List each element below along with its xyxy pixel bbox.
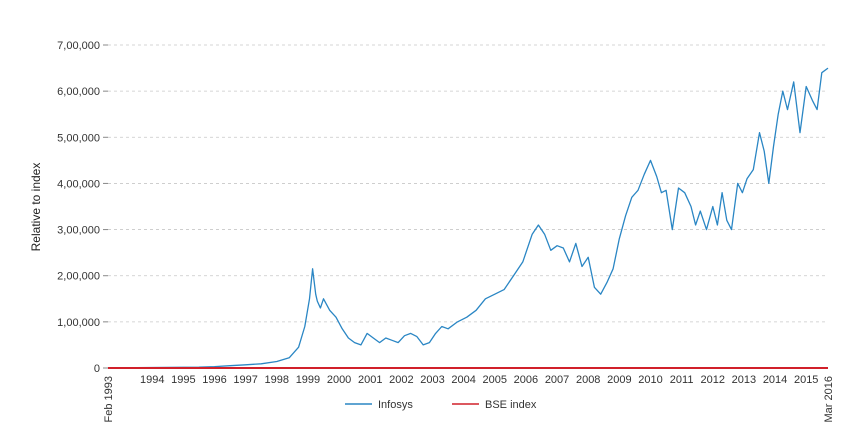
x-axis-ticks: Feb 1993 1994 1995 1996 1997 1998 1999 2000 2001… <box>103 374 835 422</box>
series-lines <box>107 67 829 369</box>
y-tick-label: 6,00,000 <box>57 86 100 98</box>
x-tick-label: 2013 <box>732 374 756 386</box>
x-tick-label: 2006 <box>514 374 538 386</box>
x-tick-label: 2008 <box>576 374 600 386</box>
x-tick-label: 2002 <box>389 374 413 386</box>
x-tick-label: 2015 <box>794 374 818 386</box>
x-tick-label: 2011 <box>670 374 694 386</box>
legend-label-infosys: Infosys <box>378 399 413 411</box>
y-tick-label: 4,00,000 <box>57 178 100 190</box>
series-line-infosys <box>107 67 829 369</box>
x-tick-label: 1994 <box>140 374 164 386</box>
x-tick-label: 2001 <box>358 374 382 386</box>
y-tick-label: 2,00,000 <box>57 271 100 283</box>
legend-label-bse-index: BSE index <box>485 399 537 411</box>
x-tick-label: 2003 <box>420 374 444 386</box>
x-tick-label: 2007 <box>545 374 569 386</box>
y-axis-title: Relative to index <box>29 163 43 252</box>
x-tick-label: 2014 <box>763 374 787 386</box>
x-tick-label: 1996 <box>202 374 226 386</box>
x-tick-label: 2012 <box>701 374 725 386</box>
x-tick-label: 1995 <box>171 374 195 386</box>
y-tick-label: 3,00,000 <box>57 225 100 237</box>
legend: Infosys BSE index <box>345 399 537 411</box>
x-tick-label: 2000 <box>327 374 351 386</box>
y-tick-label: 1,00,000 <box>57 317 100 329</box>
x-tick-label: 2004 <box>451 374 475 386</box>
x-tick-label: 2005 <box>483 374 507 386</box>
x-tick-label: 2009 <box>607 374 631 386</box>
y-axis-ticks: 0 1,00,000 2,00,000 3,00,000 4,00,000 5,00,00… <box>57 40 108 375</box>
grid-lines <box>108 44 828 323</box>
x-tick-label: 2010 <box>638 374 662 386</box>
x-tick-label: Mar 2016 <box>823 376 835 422</box>
y-tick-label: 7,00,000 <box>57 40 100 52</box>
x-tick-label: 1998 <box>265 374 289 386</box>
y-tick-label: 5,00,000 <box>57 132 100 144</box>
x-tick-label: Feb 1993 <box>103 376 115 422</box>
x-tick-label: 1999 <box>296 374 320 386</box>
y-tick-label: 0 <box>94 363 100 375</box>
x-tick-label: 1997 <box>233 374 257 386</box>
